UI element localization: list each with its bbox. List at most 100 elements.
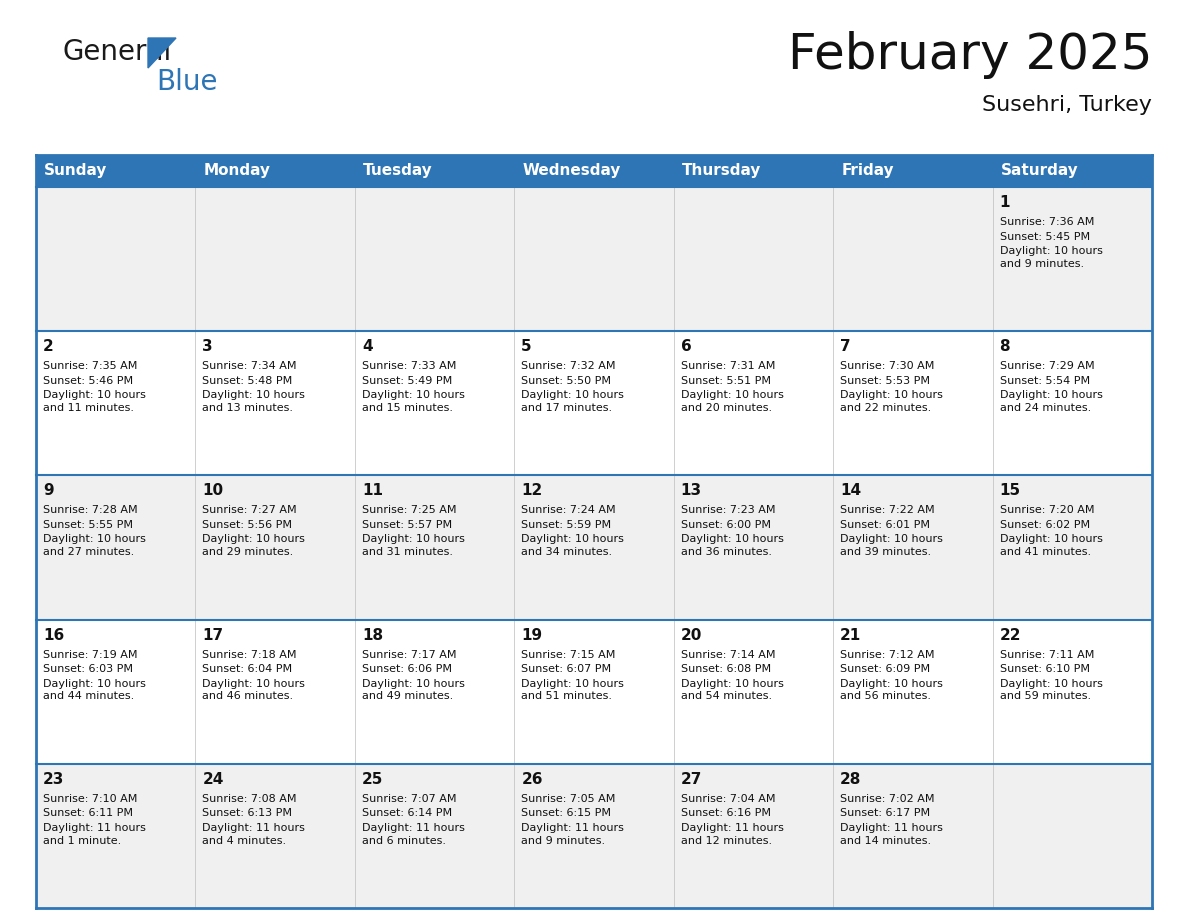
Text: 14: 14: [840, 484, 861, 498]
Text: 24: 24: [202, 772, 223, 787]
Text: Sunset: 5:51 PM: Sunset: 5:51 PM: [681, 375, 771, 386]
Text: Sunset: 5:54 PM: Sunset: 5:54 PM: [999, 375, 1089, 386]
Text: Sunrise: 7:12 AM: Sunrise: 7:12 AM: [840, 650, 935, 660]
Text: Friday: Friday: [841, 163, 893, 178]
Bar: [833, 620, 992, 764]
Text: 1: 1: [999, 195, 1010, 210]
Bar: [514, 764, 674, 908]
Text: Susehri, Turkey: Susehri, Turkey: [982, 95, 1152, 115]
Text: Blue: Blue: [156, 68, 217, 96]
Text: Sunset: 6:07 PM: Sunset: 6:07 PM: [522, 664, 612, 674]
Bar: [514, 620, 674, 764]
Text: Sunrise: 7:29 AM: Sunrise: 7:29 AM: [999, 361, 1094, 371]
Text: Sunset: 6:01 PM: Sunset: 6:01 PM: [840, 520, 930, 530]
Text: February 2025: February 2025: [788, 31, 1152, 79]
Text: Sunset: 5:56 PM: Sunset: 5:56 PM: [202, 520, 292, 530]
Bar: [355, 187, 514, 331]
Text: Sunset: 6:16 PM: Sunset: 6:16 PM: [681, 809, 771, 818]
Text: Sunrise: 7:31 AM: Sunrise: 7:31 AM: [681, 361, 775, 371]
Text: Daylight: 10 hours
and 41 minutes.: Daylight: 10 hours and 41 minutes.: [999, 534, 1102, 557]
Text: 25: 25: [362, 772, 384, 787]
Text: Daylight: 11 hours
and 4 minutes.: Daylight: 11 hours and 4 minutes.: [202, 823, 305, 845]
Text: 23: 23: [43, 772, 64, 787]
Bar: [36, 476, 196, 620]
Text: 6: 6: [681, 339, 691, 354]
Text: Sunset: 6:00 PM: Sunset: 6:00 PM: [681, 520, 771, 530]
Text: 26: 26: [522, 772, 543, 787]
Bar: [674, 764, 833, 908]
Text: Daylight: 10 hours
and 22 minutes.: Daylight: 10 hours and 22 minutes.: [840, 390, 943, 413]
Text: Sunrise: 7:17 AM: Sunrise: 7:17 AM: [362, 650, 456, 660]
Text: Sunset: 6:08 PM: Sunset: 6:08 PM: [681, 664, 771, 674]
Text: Sunset: 5:59 PM: Sunset: 5:59 PM: [522, 520, 612, 530]
Text: Sunrise: 7:32 AM: Sunrise: 7:32 AM: [522, 361, 615, 371]
Bar: [355, 620, 514, 764]
Text: Daylight: 10 hours
and 11 minutes.: Daylight: 10 hours and 11 minutes.: [43, 390, 146, 413]
Bar: [514, 331, 674, 476]
Text: Daylight: 10 hours
and 51 minutes.: Daylight: 10 hours and 51 minutes.: [522, 678, 624, 701]
Text: Daylight: 10 hours
and 46 minutes.: Daylight: 10 hours and 46 minutes.: [202, 678, 305, 701]
Text: 3: 3: [202, 339, 213, 354]
Text: Sunset: 6:03 PM: Sunset: 6:03 PM: [43, 664, 133, 674]
Text: Daylight: 10 hours
and 29 minutes.: Daylight: 10 hours and 29 minutes.: [202, 534, 305, 557]
Text: Sunset: 6:13 PM: Sunset: 6:13 PM: [202, 809, 292, 818]
Text: 18: 18: [362, 628, 383, 643]
Text: General: General: [62, 38, 171, 66]
Text: 17: 17: [202, 628, 223, 643]
Bar: [992, 764, 1152, 908]
Bar: [833, 764, 992, 908]
Bar: [514, 187, 674, 331]
Text: Daylight: 10 hours
and 39 minutes.: Daylight: 10 hours and 39 minutes.: [840, 534, 943, 557]
Text: 22: 22: [999, 628, 1020, 643]
Text: Tuesday: Tuesday: [362, 163, 432, 178]
Text: Sunrise: 7:20 AM: Sunrise: 7:20 AM: [999, 506, 1094, 515]
Text: Daylight: 10 hours
and 49 minutes.: Daylight: 10 hours and 49 minutes.: [362, 678, 465, 701]
Text: Sunrise: 7:15 AM: Sunrise: 7:15 AM: [522, 650, 615, 660]
Text: Daylight: 11 hours
and 9 minutes.: Daylight: 11 hours and 9 minutes.: [522, 823, 624, 845]
Text: 10: 10: [202, 484, 223, 498]
Bar: [36, 155, 196, 187]
Text: Sunrise: 7:24 AM: Sunrise: 7:24 AM: [522, 506, 615, 515]
Text: Sunrise: 7:36 AM: Sunrise: 7:36 AM: [999, 217, 1094, 227]
Bar: [992, 331, 1152, 476]
Text: Sunrise: 7:34 AM: Sunrise: 7:34 AM: [202, 361, 297, 371]
Bar: [36, 620, 196, 764]
Bar: [355, 331, 514, 476]
Text: Sunset: 6:10 PM: Sunset: 6:10 PM: [999, 664, 1089, 674]
Text: 11: 11: [362, 484, 383, 498]
Bar: [992, 476, 1152, 620]
Text: Sunset: 5:45 PM: Sunset: 5:45 PM: [999, 231, 1089, 241]
Text: Daylight: 10 hours
and 20 minutes.: Daylight: 10 hours and 20 minutes.: [681, 390, 784, 413]
Text: Sunrise: 7:07 AM: Sunrise: 7:07 AM: [362, 794, 456, 804]
Bar: [355, 764, 514, 908]
Text: Sunrise: 7:08 AM: Sunrise: 7:08 AM: [202, 794, 297, 804]
Text: 2: 2: [43, 339, 53, 354]
Text: Sunset: 6:15 PM: Sunset: 6:15 PM: [522, 809, 612, 818]
Text: Sunrise: 7:22 AM: Sunrise: 7:22 AM: [840, 506, 935, 515]
Text: Sunset: 6:11 PM: Sunset: 6:11 PM: [43, 809, 133, 818]
Bar: [992, 187, 1152, 331]
Bar: [196, 620, 355, 764]
Text: Sunrise: 7:11 AM: Sunrise: 7:11 AM: [999, 650, 1094, 660]
Polygon shape: [148, 38, 176, 68]
Text: Daylight: 11 hours
and 1 minute.: Daylight: 11 hours and 1 minute.: [43, 823, 146, 845]
Text: Daylight: 10 hours
and 34 minutes.: Daylight: 10 hours and 34 minutes.: [522, 534, 624, 557]
Text: Saturday: Saturday: [1000, 163, 1079, 178]
Text: Sunrise: 7:05 AM: Sunrise: 7:05 AM: [522, 794, 615, 804]
Bar: [674, 155, 833, 187]
Text: Wednesday: Wednesday: [523, 163, 620, 178]
Text: 13: 13: [681, 484, 702, 498]
Text: Daylight: 10 hours
and 17 minutes.: Daylight: 10 hours and 17 minutes.: [522, 390, 624, 413]
Text: Sunset: 6:02 PM: Sunset: 6:02 PM: [999, 520, 1089, 530]
Text: Sunset: 5:53 PM: Sunset: 5:53 PM: [840, 375, 930, 386]
Text: Sunset: 6:17 PM: Sunset: 6:17 PM: [840, 809, 930, 818]
Text: Sunrise: 7:10 AM: Sunrise: 7:10 AM: [43, 794, 138, 804]
Bar: [992, 620, 1152, 764]
Text: 9: 9: [43, 484, 53, 498]
Bar: [674, 187, 833, 331]
Bar: [833, 476, 992, 620]
Text: Daylight: 11 hours
and 12 minutes.: Daylight: 11 hours and 12 minutes.: [681, 823, 784, 845]
Text: 27: 27: [681, 772, 702, 787]
Text: Daylight: 10 hours
and 24 minutes.: Daylight: 10 hours and 24 minutes.: [999, 390, 1102, 413]
Text: Sunday: Sunday: [44, 163, 107, 178]
